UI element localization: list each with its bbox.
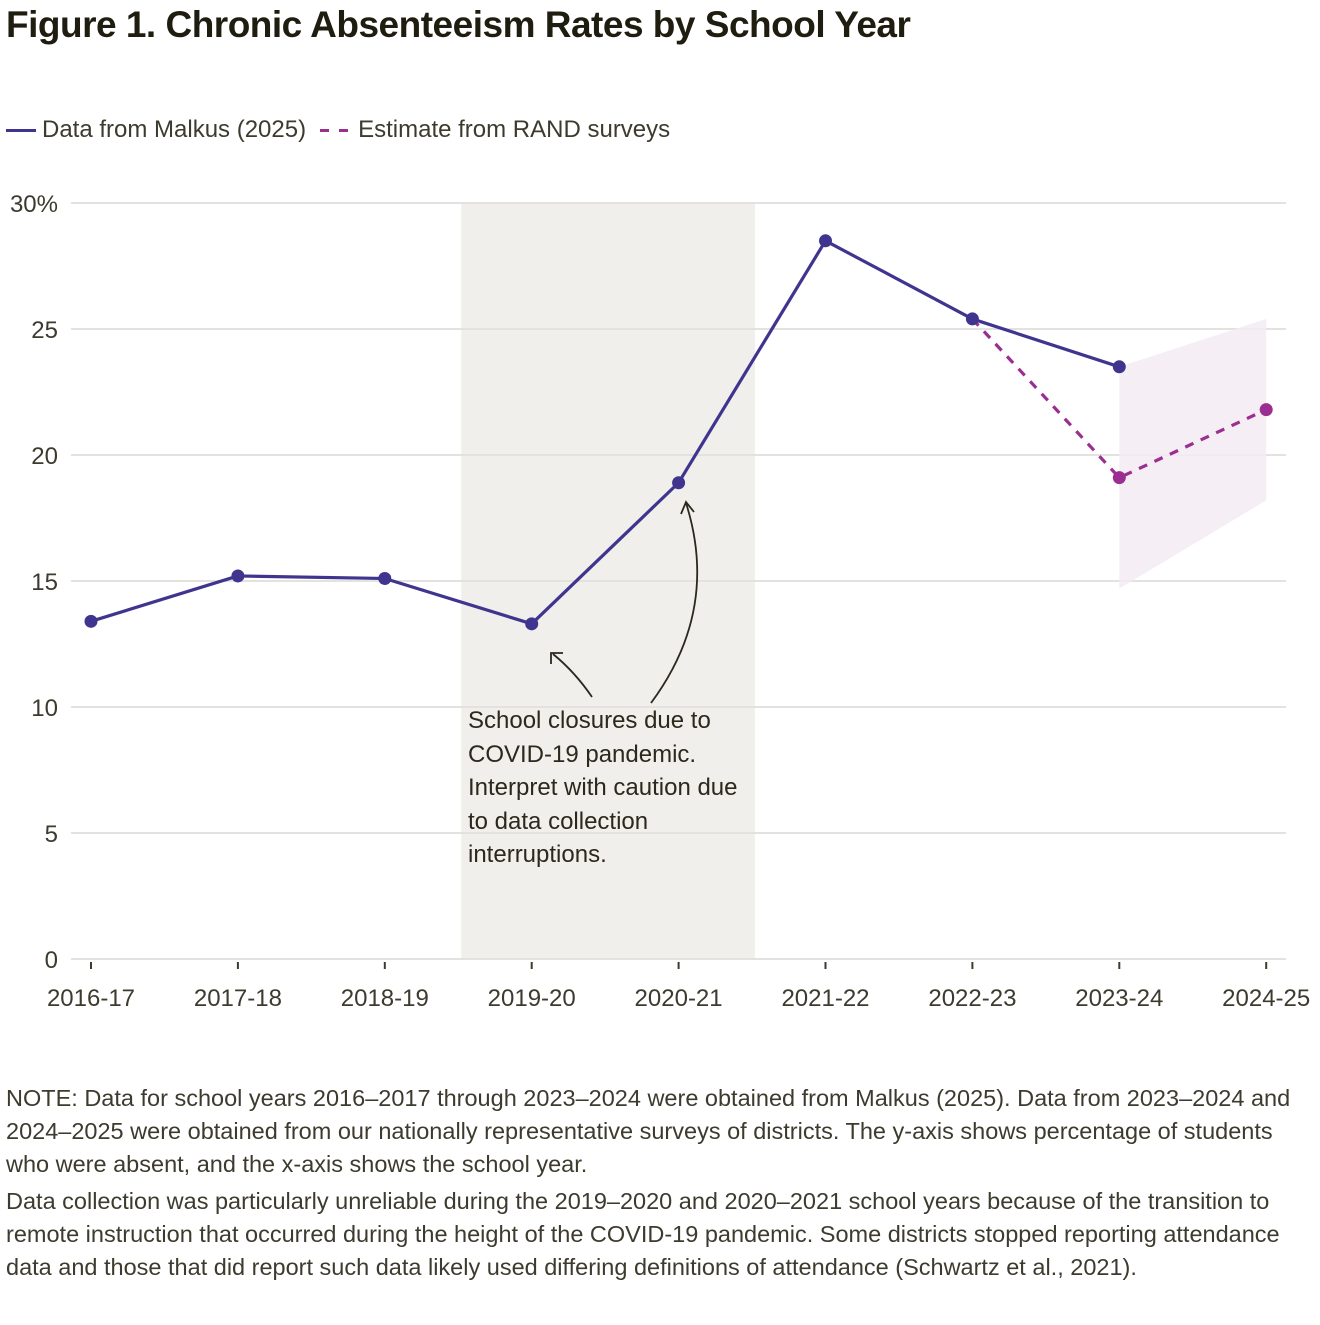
figure-title: Figure 1. Chronic Absenteeism Rates by S… xyxy=(6,4,911,45)
y-tick-label: 0 xyxy=(45,947,58,974)
y-tick-label: 10 xyxy=(31,695,58,722)
covid-annotation: School closures due to COVID-19 pandemic… xyxy=(468,707,738,868)
series-points-group xyxy=(84,234,1273,631)
data-point-rand xyxy=(1112,471,1126,485)
legend-dashed-line-icon xyxy=(320,128,351,132)
note-paragraph-1: NOTE: Data for school years 2016–2017 th… xyxy=(6,1085,1291,1177)
chart-legend: Data from Malkus (2025) Estimate from RA… xyxy=(6,116,684,144)
rand-uncertainty-band xyxy=(1119,318,1267,589)
note-paragraph-2: Data collection was particularly unrelia… xyxy=(6,1188,1280,1280)
data-point-rand xyxy=(1259,403,1273,417)
y-axis-ticks-group: 0 5 10 15 20 25 30% xyxy=(10,191,58,974)
x-tick-label: 2023-24 xyxy=(1075,985,1163,1012)
rand-uncertainty-band-group xyxy=(1119,318,1267,589)
arrowhead-icon xyxy=(680,500,695,515)
data-point-malkus xyxy=(84,614,98,628)
x-tick-label: 2022-23 xyxy=(928,985,1016,1012)
gridlines-group xyxy=(71,202,1286,960)
data-point-malkus xyxy=(231,569,245,583)
x-axis-ticks-group: 2016-17 2017-18 2018-19 2019-20 2020-21 2021-… xyxy=(47,962,1310,1012)
arrowhead-icon xyxy=(550,652,563,664)
data-point-malkus xyxy=(378,571,392,585)
data-point-malkus xyxy=(1112,360,1126,374)
series-line-rand xyxy=(971,317,1267,480)
annotation-arrow-2020-21 xyxy=(650,502,699,704)
figure-notes: NOTE: Data for school years 2016–2017 th… xyxy=(6,1082,1311,1288)
data-point-malkus xyxy=(672,476,686,490)
y-tick-label: 20 xyxy=(31,443,58,470)
x-tick-label: 2016-17 xyxy=(47,985,135,1012)
legend-label-rand: Estimate from RAND surveys xyxy=(358,116,671,143)
x-tick-label: 2019-20 xyxy=(488,985,576,1012)
series-line-malkus xyxy=(90,239,1120,626)
data-point-malkus xyxy=(819,234,832,248)
legend-item-malkus: Data from Malkus (2025) xyxy=(6,116,306,144)
x-tick-label: 2021-22 xyxy=(781,985,869,1012)
series-lines-group xyxy=(90,239,1267,626)
data-point-malkus xyxy=(965,312,979,326)
x-tick-label: 2017-18 xyxy=(194,985,282,1012)
x-tick-label: 2024-25 xyxy=(1222,985,1310,1012)
x-tick-label: 2020-21 xyxy=(635,985,723,1012)
y-tick-label: 15 xyxy=(31,569,58,596)
legend-solid-line-icon xyxy=(6,128,36,132)
data-point-malkus xyxy=(525,617,539,631)
annotation-arrow-2019-20 xyxy=(552,653,593,698)
y-tick-label: 25 xyxy=(31,317,58,344)
x-tick-label: 2018-19 xyxy=(341,985,429,1012)
y-tick-label: 5 xyxy=(45,821,58,848)
y-tick-label: 30% xyxy=(10,191,58,218)
legend-label-malkus: Data from Malkus (2025) xyxy=(42,116,307,143)
line-chart: 0 5 10 15 20 25 30% 2016-17 2017-18 2018-19 2019-… xyxy=(10,191,1310,1012)
annotation-arrows-group xyxy=(550,500,699,704)
legend-item-rand: Estimate from RAND surveys xyxy=(320,116,670,144)
